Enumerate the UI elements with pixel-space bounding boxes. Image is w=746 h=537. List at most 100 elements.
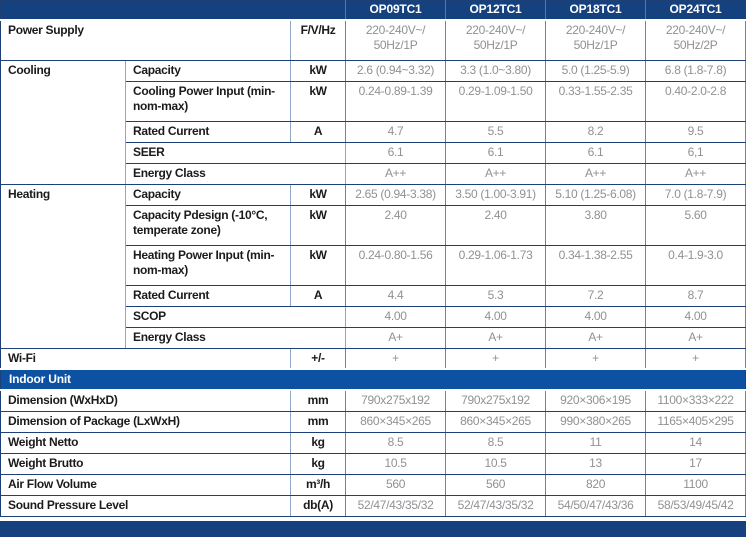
spec-value-cell: 0.33-1.55-2.35: [545, 80, 647, 122]
spec-value-cell: 9.5: [645, 120, 746, 143]
spec-value-cell: 860×345×265: [345, 410, 447, 433]
row-label: Power Supply: [0, 19, 291, 61]
model-header-op24tc1: OP24TC1: [645, 0, 746, 21]
spec-value-cell: 4.4: [345, 284, 447, 307]
spec-value-cell: 52/47/43/35/32: [345, 494, 447, 517]
unit-cell: kW: [289, 183, 347, 206]
row-label: Dimension of Package (LxWxH): [0, 410, 291, 433]
spec-value-cell: 54/50/47/43/36: [545, 494, 647, 517]
white-gap: [0, 516, 746, 521]
row-cooling-capacity: Cooling Capacity kW 2.6 (0.94~3.32) 3.3 …: [0, 59, 746, 185]
spec-value-cell: 920×306×195: [545, 389, 647, 412]
row-cooling-power-input: Cooling Power Input (min-nom-max) kW 0.2…: [1, 80, 746, 122]
spec-value-cell: A+: [545, 326, 647, 349]
group-label-heating: Heating: [0, 183, 126, 349]
row-package-dimension: Dimension of Package (LxWxH) mm 860×345×…: [0, 410, 746, 433]
spec-value-cell: 2.40: [445, 204, 547, 246]
spec-value-cell: 8.2: [545, 120, 647, 143]
section-title: Indoor Unit: [0, 368, 746, 391]
row-label: Energy Class: [124, 326, 347, 349]
unit-cell: F/V/Hz: [289, 19, 347, 61]
spec-value-cell: 0.29-1.06-1.73: [445, 244, 547, 286]
spec-value-cell: A++: [345, 162, 447, 185]
row-weight-brutto: Weight Brutto kg 10.5 10.5 13 17: [0, 452, 746, 475]
unit-cell: +/-: [289, 347, 347, 370]
spec-value-cell: 1165×405×295: [645, 410, 746, 433]
spec-value-cell: +: [445, 347, 547, 370]
spec-value-cell: 8.5: [445, 431, 547, 454]
row-label: Capacity: [125, 183, 291, 206]
spec-value-cell: 6.8 (1.8-7.8): [645, 59, 746, 82]
spec-value-cell: 3.3 (1.0~3.80): [445, 59, 547, 82]
spec-value-cell: 0.4-1.9-3.0: [645, 244, 746, 286]
row-heating-rated-current: Rated Current A 4.4 5.3 7.2 8.7: [1, 284, 746, 307]
spec-value-cell: +: [545, 347, 647, 370]
spec-value-cell: 4.00: [645, 305, 746, 328]
spec-value-cell: 6,1: [645, 141, 746, 164]
row-dimension: Dimension (WxHxD) mm 790x275x192 790x275…: [0, 389, 746, 412]
row-label: SEER: [124, 141, 347, 164]
row-label: Dimension (WxHxD): [0, 389, 291, 412]
row-power-supply: Power Supply F/V/Hz 220-240V~/ 50Hz/1P 2…: [0, 19, 746, 61]
spec-value-cell: 7.2: [545, 284, 647, 307]
spec-value-cell: 3.80: [545, 204, 647, 246]
spec-value-cell: 8.5: [345, 431, 447, 454]
spec-value-cell: 560: [445, 473, 547, 496]
spec-value-cell: A+: [645, 326, 746, 349]
row-label: Rated Current: [125, 284, 291, 307]
spec-value-cell: 4.00: [445, 305, 547, 328]
spec-value-cell: 4.7: [345, 120, 447, 143]
row-cooling-energy-class: Energy Class A++ A++ A++ A++: [1, 162, 746, 185]
spec-value-cell: A++: [645, 162, 746, 185]
spec-value-cell: 10.5: [445, 452, 547, 475]
unit-cell: kW: [289, 80, 347, 122]
footer-bar: [0, 520, 746, 537]
row-heating-power-input: Heating Power Input (min-nom-max) kW 0.2…: [1, 244, 746, 286]
spec-value-cell: 560: [345, 473, 447, 496]
spec-value-cell: A+: [345, 326, 447, 349]
spec-value-cell: 0.24-0.89-1.39: [345, 80, 447, 122]
spec-value-cell: 1100: [645, 473, 746, 496]
spec-value-cell: 2.6 (0.94~3.32): [345, 59, 447, 82]
spec-value-cell: 0.40-2.0-2.8: [645, 80, 746, 122]
spec-value-cell: 14: [645, 431, 746, 454]
model-header-row: OP09TC1 OP12TC1 OP18TC1 OP24TC1: [0, 0, 746, 21]
spec-value-cell: 6.1: [545, 141, 647, 164]
spec-value-cell: 0.24-0.80-1.56: [345, 244, 447, 286]
spec-value-cell: 13: [545, 452, 647, 475]
spec-value-cell: 11: [545, 431, 647, 454]
spec-value-cell: 2.65 (0.94-3.38): [345, 183, 447, 206]
spec-value-cell: 6.1: [445, 141, 547, 164]
unit-cell: A: [289, 120, 347, 143]
spec-value-cell: 58/53/49/45/42: [645, 494, 746, 517]
spec-value-cell: 820: [545, 473, 647, 496]
spec-value-cell: 790x275x192: [445, 389, 547, 412]
spec-value-cell: 8.7: [645, 284, 746, 307]
unit-cell: A: [289, 284, 347, 307]
row-label: Capacity Pdesign (-10°C, temperate zone): [125, 204, 291, 246]
row-label: Cooling Power Input (min-nom-max): [125, 80, 291, 122]
unit-cell: m³/h: [289, 473, 347, 496]
spec-value-cell: 220-240V~/ 50Hz/1P: [445, 19, 547, 61]
spec-value-cell: 790x275x192: [345, 389, 447, 412]
header-corner-cell: [0, 0, 346, 21]
spec-value-cell: 4.00: [545, 305, 647, 328]
spec-value-cell: 220-240V~/ 50Hz/1P: [345, 19, 447, 61]
spec-value-cell: 5.5: [445, 120, 547, 143]
spec-value-cell: 52/47/43/35/32: [445, 494, 547, 517]
spec-value-cell: 5.3: [445, 284, 547, 307]
spec-value-cell: 1100×333×222: [645, 389, 746, 412]
section-header-indoor-unit: Indoor Unit: [0, 368, 746, 391]
row-label: SCOP: [124, 305, 347, 328]
spec-value-cell: 990×380×265: [545, 410, 647, 433]
spec-value-cell: A+: [445, 326, 547, 349]
row-label: Weight Brutto: [0, 452, 291, 475]
row-label: Energy Class: [124, 162, 347, 185]
row-label: Wi-Fi: [0, 347, 291, 370]
spec-value-cell: 0.34-1.38-2.55: [545, 244, 647, 286]
unit-cell: mm: [289, 389, 347, 412]
unit-cell: kW: [289, 204, 347, 246]
spec-value-cell: +: [345, 347, 447, 370]
spec-value-cell: 0.29-1.09-1.50: [445, 80, 547, 122]
row-label: Sound Pressure Level: [0, 494, 291, 517]
